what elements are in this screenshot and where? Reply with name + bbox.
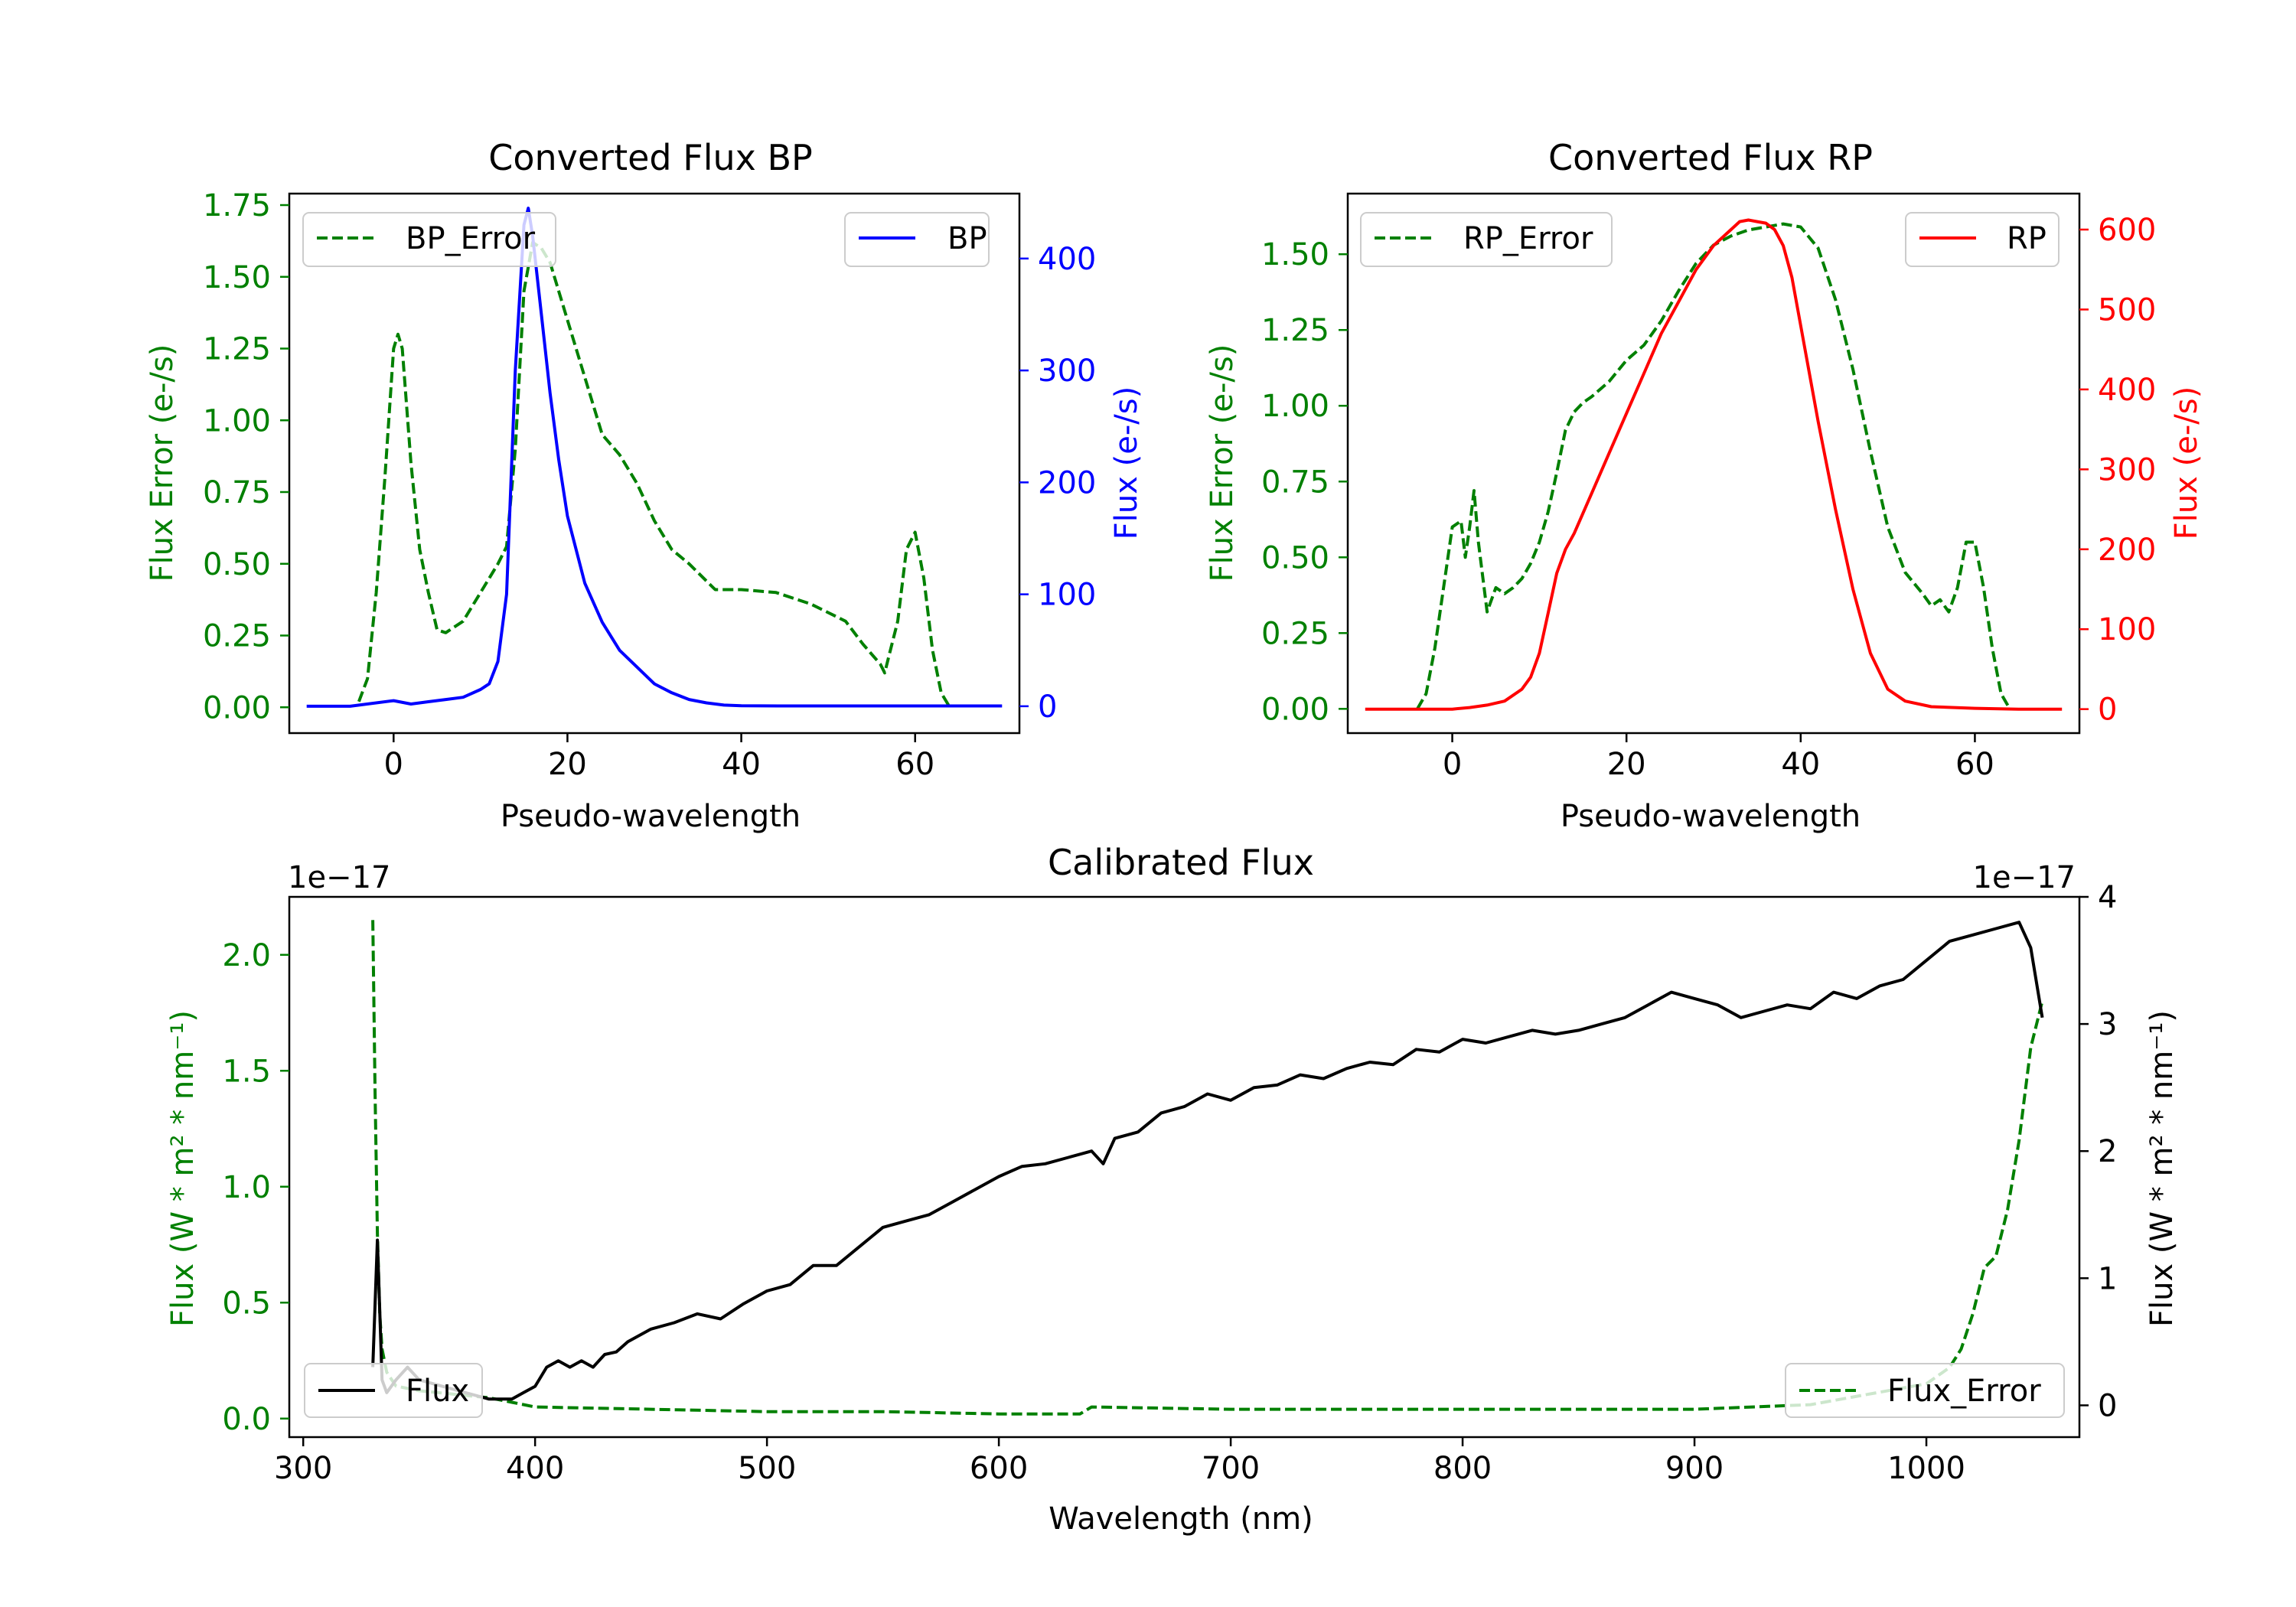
chart-bp-legend-left: BP_Error	[302, 212, 556, 267]
y-left-tick-label: 0.75	[203, 475, 271, 510]
chart-calibrated-lines	[371, 920, 2044, 1416]
y-left-tick-label: 0.25	[1261, 616, 1329, 651]
y-left-tick-label: 2.0	[222, 938, 271, 973]
chart-calibrated-offset-right: 1e−17	[1973, 860, 2076, 895]
y-right-tick-label: 0	[1038, 689, 1057, 725]
y-left-tick-label: 0.00	[203, 690, 271, 725]
y-left-tick-label: 0.50	[1261, 540, 1329, 575]
chart-rp-ylabel-left: Flux Error (e-/s)	[1205, 344, 1240, 582]
y-left-tick-label: 1.00	[1261, 389, 1329, 424]
chart-bp-legend-right-label: BP	[947, 221, 987, 256]
chart-rp-legend-right: RP	[1905, 212, 2060, 267]
chart-calibrated: Calibrated Flux 1e−17 1e−17 300 400 500 600…	[165, 842, 2180, 1537]
chart-calibrated-legend-left: Flux	[304, 1363, 483, 1418]
x-tick-label: 40	[1781, 747, 1820, 782]
x-tick-label: 0	[384, 747, 403, 782]
chart-calibrated-plot-area: 300 400 500 600 700 800 900 1000 0.0 0.5 1.0 1.5 2.0…	[222, 880, 2117, 1486]
y-right-tick-label: 400	[2098, 373, 2156, 408]
chart-rp-legend-right-label: RP	[2007, 221, 2047, 256]
series-rp-error-line	[1416, 222, 2011, 710]
x-tick-label: 700	[1202, 1451, 1260, 1486]
chart-bp-lines	[306, 207, 1003, 709]
x-tick-label: 300	[274, 1451, 332, 1486]
x-tick-label: 1000	[1887, 1451, 1965, 1486]
x-tick-label: 40	[722, 747, 761, 782]
chart-calibrated-offset-left: 1e−17	[288, 860, 390, 895]
chart-calibrated-ylabel-left: Flux (W * m² * nm⁻¹)	[165, 1010, 201, 1327]
series-flux-error-line	[371, 920, 2044, 1416]
y-left-tick-label: 0.75	[1261, 464, 1329, 500]
y-left-tick-label: 1.50	[1261, 237, 1329, 272]
chart-bp-ylabel-left: Flux Error (e-/s)	[145, 344, 180, 582]
y-left-tick-label: 0.00	[1261, 692, 1329, 727]
x-tick-label: 60	[1955, 747, 1994, 782]
y-right-tick-label: 300	[1038, 354, 1096, 389]
y-right-tick-label: 1	[2098, 1261, 2117, 1296]
chart-bp-legend-right: BP	[844, 212, 990, 267]
chart-bp-legend-left-label: BP_Error	[406, 221, 536, 256]
chart-calibrated-legend-left-label: Flux	[406, 1374, 469, 1409]
chart-bp-axes-frame	[288, 192, 1021, 735]
chart-calibrated-ylabel-right: Flux (W * m² * nm⁻¹)	[2144, 1010, 2180, 1327]
x-tick-label: 0	[1443, 747, 1462, 782]
y-left-tick-label: 0.5	[222, 1286, 271, 1321]
x-tick-label: 800	[1433, 1451, 1492, 1486]
chart-bp-title: Converted Flux BP	[488, 137, 813, 178]
chart-calibrated-title: Calibrated Flux	[1048, 842, 1314, 883]
chart-bp-plot-area: 0 20 40 60 0.00 0.25 0.50 0.75 1.00 1.25 1.50 1.75 0…	[203, 188, 1096, 782]
x-tick-label: 20	[548, 747, 587, 782]
x-tick-label: 400	[506, 1451, 564, 1486]
chart-rp-lines	[1365, 218, 2063, 711]
y-left-tick-label: 0.50	[203, 547, 271, 582]
series-bp-line	[306, 207, 1003, 708]
y-right-tick-label: 2	[2098, 1134, 2117, 1169]
y-left-tick-label: 1.5	[222, 1054, 271, 1089]
y-left-tick-label: 1.75	[203, 188, 271, 223]
y-right-tick-label: 100	[2098, 612, 2156, 647]
chart-bp-ylabel-right: Flux (e-/s)	[1109, 386, 1144, 539]
x-tick-label: 500	[738, 1451, 796, 1486]
chart-rp-ylabel-right: Flux (e-/s)	[2169, 386, 2204, 539]
series-bp-error-line	[357, 240, 951, 709]
series-rp-line	[1365, 218, 2063, 711]
y-right-tick-label: 200	[2098, 533, 2156, 568]
y-right-tick-label: 4	[2098, 880, 2117, 915]
y-left-tick-label: 1.0	[222, 1170, 271, 1205]
y-left-tick-label: 1.25	[203, 332, 271, 367]
y-right-tick-label: 400	[1038, 242, 1096, 277]
y-right-tick-label: 3	[2098, 1007, 2117, 1042]
chart-bp-xlabel: Pseudo-wavelength	[501, 799, 801, 834]
y-right-tick-label: 0	[2098, 1388, 2117, 1423]
x-tick-label: 60	[895, 747, 934, 782]
y-left-tick-label: 1.50	[203, 260, 271, 295]
y-left-tick-label: 1.25	[1261, 313, 1329, 348]
chart-calibrated-legend-right-label: Flux_Error	[1887, 1374, 2041, 1409]
y-right-tick-label: 300	[2098, 452, 2156, 487]
x-tick-label: 900	[1665, 1451, 1724, 1486]
chart-calibrated-axes-frame	[288, 895, 2081, 1439]
y-right-tick-label: 200	[1038, 465, 1096, 500]
chart-rp-title: Converted Flux RP	[1548, 137, 1873, 178]
x-tick-label: 20	[1607, 747, 1646, 782]
chart-rp-plot-area: 0 20 40 60 0.00 0.25 0.50 0.75 1.00 1.25 1.50 0 100 2…	[1261, 192, 2156, 782]
chart-rp-legend-left: RP_Error	[1360, 212, 1613, 267]
y-right-tick-label: 500	[2098, 292, 2156, 328]
y-right-tick-label: 100	[1038, 578, 1096, 613]
x-tick-label: 600	[970, 1451, 1028, 1486]
y-left-tick-label: 0.0	[222, 1402, 271, 1437]
y-left-tick-label: 0.25	[203, 619, 271, 654]
chart-rp-axes-frame	[1346, 192, 2081, 735]
chart-calibrated-xlabel: Wavelength (nm)	[1049, 1501, 1313, 1537]
series-flux-line	[371, 921, 2044, 1401]
chart-bp: Converted Flux BP 0 20 40 60 0.00 0.25 0.50 0.7…	[145, 137, 1144, 834]
y-right-tick-label: 600	[2098, 213, 2156, 248]
y-right-tick-label: 0	[2098, 693, 2117, 728]
chart-calibrated-legend-right: Flux_Error	[1785, 1363, 2065, 1418]
chart-rp: Converted Flux RP 0 20 40 60 0.00 0.25 0.50 0.7…	[1205, 137, 2204, 834]
y-left-tick-label: 1.00	[203, 403, 271, 438]
chart-rp-legend-left-label: RP_Error	[1463, 221, 1593, 256]
chart-rp-xlabel: Pseudo-wavelength	[1561, 799, 1861, 834]
